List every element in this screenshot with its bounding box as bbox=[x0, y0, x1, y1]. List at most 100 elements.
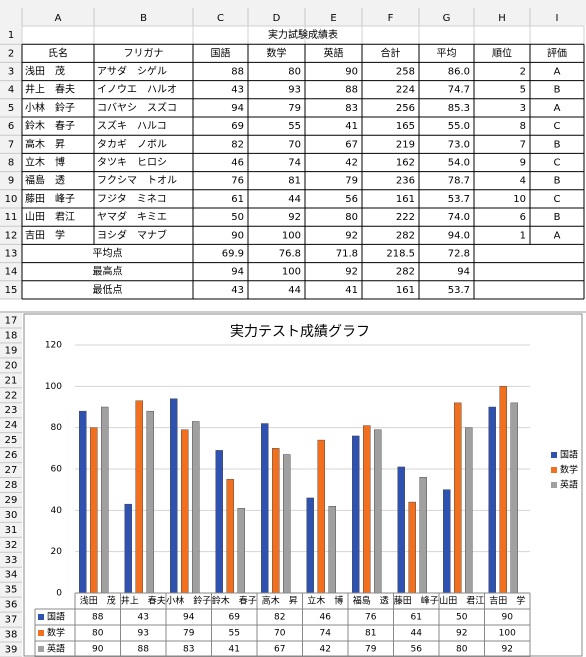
cell: 100 bbox=[282, 230, 301, 241]
bar bbox=[352, 435, 360, 594]
bar bbox=[328, 506, 336, 594]
summary-label: 最低点 bbox=[93, 283, 123, 296]
cell: C bbox=[554, 194, 561, 205]
cell: 70 bbox=[288, 139, 301, 150]
cell: A bbox=[554, 67, 561, 78]
row-header: 20 bbox=[5, 360, 18, 371]
row-header: 6 bbox=[8, 121, 14, 132]
data-table-value: 69 bbox=[229, 613, 241, 623]
row-header: 34 bbox=[5, 570, 18, 581]
summary-cell: 41 bbox=[345, 285, 358, 296]
cell: 90 bbox=[345, 67, 358, 78]
bar bbox=[454, 402, 462, 594]
cell: 42 bbox=[345, 158, 358, 169]
summary-cell: 100 bbox=[282, 267, 301, 278]
column-header: F bbox=[388, 13, 394, 24]
bar bbox=[283, 454, 291, 594]
column-header: G bbox=[443, 13, 451, 24]
bar bbox=[306, 497, 314, 594]
cell: 80 bbox=[288, 67, 301, 78]
cell: A bbox=[554, 103, 561, 114]
data-table-value: 100 bbox=[499, 629, 516, 639]
row-header: 9 bbox=[8, 176, 14, 187]
cell: 94.0 bbox=[448, 230, 470, 241]
cell: タツキ ヒロシ bbox=[97, 157, 167, 169]
data-table-value: 90 bbox=[502, 613, 514, 623]
data-table-value: 46 bbox=[320, 613, 332, 623]
data-table-value: 90 bbox=[92, 645, 104, 655]
cell: 86.0 bbox=[448, 67, 470, 78]
bar bbox=[465, 427, 473, 594]
row-header: 4 bbox=[8, 85, 14, 96]
cell: 54.0 bbox=[448, 158, 470, 169]
cell: 236 bbox=[396, 176, 415, 187]
bar bbox=[181, 429, 189, 594]
bar bbox=[488, 406, 496, 594]
cell: 46 bbox=[231, 158, 244, 169]
row-header: 25 bbox=[5, 435, 18, 446]
x-tick-label: 立木 博 bbox=[307, 595, 343, 607]
row-header: 30 bbox=[5, 510, 18, 521]
cell: 224 bbox=[396, 85, 415, 96]
cell: 7 bbox=[520, 139, 526, 150]
cell: 82 bbox=[231, 139, 244, 150]
data-table-value: 79 bbox=[183, 629, 195, 639]
data-table-key bbox=[38, 630, 44, 636]
row-header: 28 bbox=[5, 480, 18, 491]
row-header: 22 bbox=[5, 390, 18, 401]
cell: 83 bbox=[345, 103, 358, 114]
legend-key bbox=[551, 467, 557, 473]
row-header: 18 bbox=[5, 330, 18, 341]
cell: 井上 春夫 bbox=[25, 83, 75, 96]
cell: 3 bbox=[520, 103, 526, 114]
data-table-series: 数学 bbox=[47, 627, 65, 639]
x-tick-label: 福島 透 bbox=[353, 595, 389, 607]
row-header: 24 bbox=[5, 420, 18, 431]
column-header: D bbox=[273, 13, 281, 24]
cell: C bbox=[554, 158, 561, 169]
row-header: 31 bbox=[5, 525, 18, 536]
bar bbox=[101, 406, 109, 594]
bar bbox=[226, 479, 234, 594]
cell: B bbox=[554, 176, 561, 187]
cell: 1 bbox=[520, 230, 526, 241]
summary-cell: 69.9 bbox=[222, 249, 244, 260]
bar bbox=[146, 410, 154, 594]
cell: 立木 博 bbox=[25, 156, 65, 169]
cell: 鈴木 春子 bbox=[25, 119, 75, 132]
column-title: 合計 bbox=[381, 46, 401, 59]
data-table-value: 61 bbox=[411, 613, 422, 623]
column-title: 平均 bbox=[437, 47, 457, 59]
row-header: 12 bbox=[5, 230, 18, 241]
cell: A bbox=[554, 230, 561, 241]
cell: 79 bbox=[288, 103, 301, 114]
column-header: I bbox=[556, 13, 559, 24]
row-header: 35 bbox=[5, 585, 18, 596]
bar bbox=[272, 448, 280, 594]
bar bbox=[397, 466, 405, 594]
cell: 55.0 bbox=[448, 121, 470, 132]
data-table-value: 41 bbox=[229, 645, 240, 655]
cell: 56 bbox=[345, 194, 358, 205]
bar bbox=[135, 400, 143, 594]
x-tick-label: 浅田 茂 bbox=[80, 595, 116, 607]
cell: ヤマダ キミエ bbox=[97, 210, 167, 223]
data-table-key bbox=[38, 646, 44, 652]
summary-cell: 53.7 bbox=[448, 285, 470, 296]
cell: 74.0 bbox=[448, 212, 470, 223]
cell: コバヤシ スズコ bbox=[97, 101, 177, 114]
row-header-band bbox=[0, 313, 22, 657]
data-table-key bbox=[38, 614, 44, 620]
column-header: E bbox=[330, 13, 336, 24]
column-title: 数学 bbox=[267, 46, 287, 59]
summary-cell: 94 bbox=[457, 267, 470, 278]
legend-label: 数学 bbox=[560, 464, 578, 476]
data-table-value: 74 bbox=[320, 629, 332, 639]
bar bbox=[261, 423, 269, 594]
row-header: 38 bbox=[5, 630, 18, 641]
legend-key bbox=[551, 482, 557, 488]
cell: 92 bbox=[288, 212, 301, 223]
bar bbox=[237, 508, 245, 594]
cell: 161 bbox=[396, 194, 415, 205]
data-table-value: 92 bbox=[502, 645, 513, 655]
